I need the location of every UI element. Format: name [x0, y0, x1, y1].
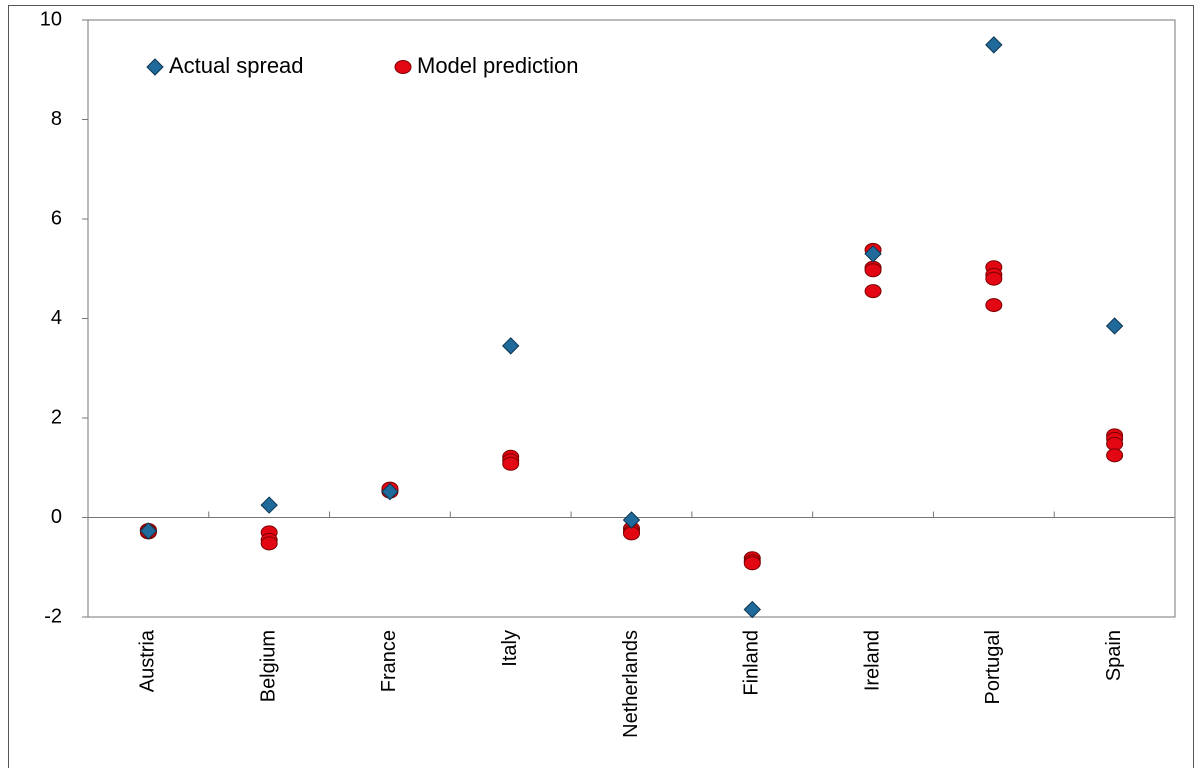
- circle-marker: [985, 298, 1003, 313]
- x-tick-label: Italy: [499, 630, 521, 667]
- diamond-marker: [502, 337, 520, 355]
- circle-marker: [260, 536, 278, 551]
- y-tick-label: 0: [51, 506, 62, 528]
- legend-label: Model prediction: [417, 53, 578, 78]
- x-tick-label: France: [378, 630, 400, 692]
- diamond-marker: [381, 482, 399, 501]
- y-tick-label: -2: [44, 605, 62, 627]
- x-tick-label: Ireland: [861, 630, 883, 691]
- legend-marker: [146, 58, 164, 76]
- circle-marker: [864, 284, 882, 299]
- circle-marker: [623, 526, 640, 541]
- x-tick-label: Austria: [137, 629, 159, 692]
- x-tick-label: Finland: [741, 630, 763, 696]
- circle-marker: [743, 556, 761, 571]
- x-tick-label: Belgium: [257, 630, 279, 702]
- circle-marker: [1106, 448, 1124, 463]
- circle-marker: [985, 271, 1003, 286]
- diamond-marker: [985, 36, 1003, 54]
- x-tick-label: Spain: [1103, 630, 1125, 681]
- outer-border: [8, 5, 1194, 768]
- legend-label: Actual spread: [169, 53, 304, 78]
- y-tick-label: 8: [51, 108, 62, 130]
- diamond-marker: [139, 522, 158, 540]
- x-tick-label: Netherlands: [620, 630, 642, 738]
- y-tick-label: 6: [51, 207, 62, 229]
- y-tick-label: 4: [51, 307, 62, 329]
- circle-marker: [502, 456, 520, 471]
- x-tick-label: Portugal: [982, 630, 1004, 705]
- y-tick-label: 2: [51, 406, 62, 428]
- diamond-marker: [1105, 317, 1124, 335]
- diamond-marker: [864, 245, 882, 263]
- diamond-marker: [260, 496, 278, 514]
- y-tick-label: 10: [40, 8, 62, 30]
- circle-marker: [864, 263, 882, 278]
- diamond-marker: [743, 600, 761, 619]
- legend-marker: [394, 60, 412, 74]
- diamond-marker: [622, 511, 641, 529]
